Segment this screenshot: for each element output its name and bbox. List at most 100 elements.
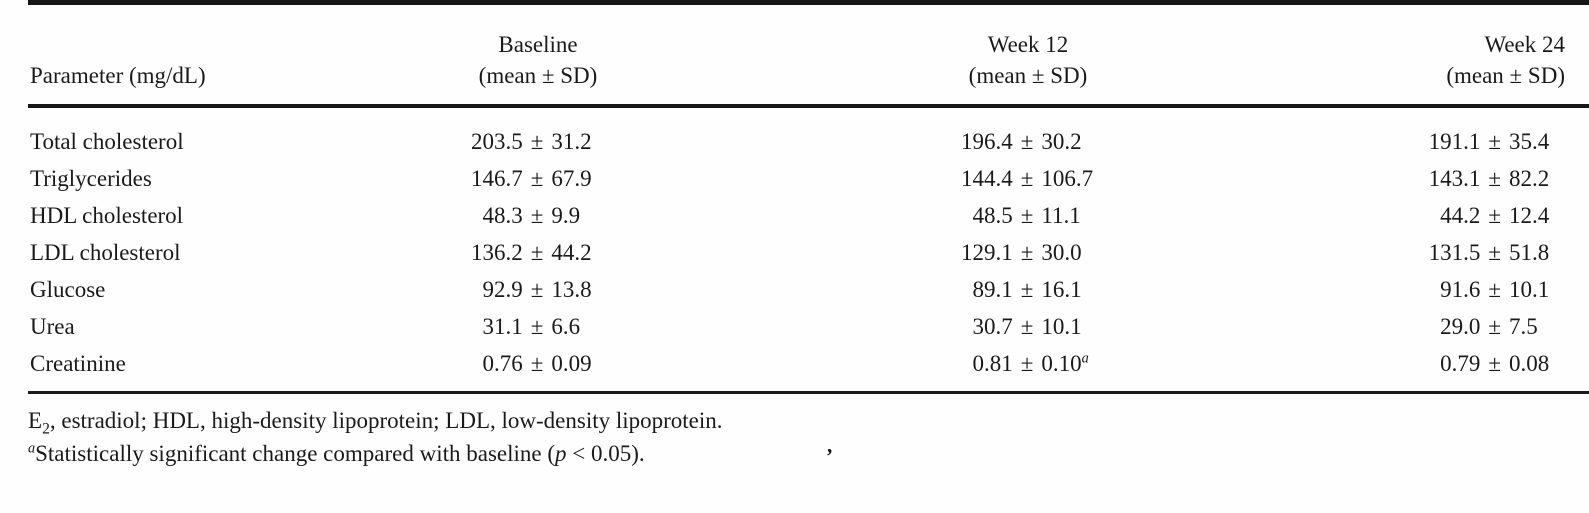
- parameter-name: Triglycerides: [30, 166, 152, 191]
- baseline-value-cell: 48.3 ±9.9: [358, 197, 718, 234]
- week24-value-cell: 191.1 ±35.4: [1338, 106, 1589, 160]
- plus-minus-sign: ±: [530, 277, 544, 302]
- parameter-name: Glucose: [30, 277, 106, 302]
- week12-value-cell: 30.7 ±10.1: [718, 308, 1338, 345]
- week12-value-cell: 89.1 ±16.1: [718, 271, 1338, 308]
- plus-minus-sign: ±: [1488, 351, 1501, 376]
- plus-minus-sign: ±: [1020, 314, 1034, 339]
- baseline-value: 203.5 ±31.2: [461, 123, 616, 160]
- col-header-week12-line1: Week 12: [987, 32, 1069, 57]
- week24-value-cell: 91.6 ±10.1: [1338, 271, 1589, 308]
- col-header-week12-line2: (mean ± SD): [968, 63, 1088, 88]
- week24-mean: 91.6: [1440, 277, 1481, 302]
- col-header-baseline-line2: (mean ± SD): [478, 63, 598, 88]
- week24-value: 44.2 ±12.4: [1418, 197, 1559, 234]
- baseline-sd: 6.6: [551, 314, 581, 339]
- week12-value: 0.81 ±0.10a: [951, 345, 1106, 382]
- week12-sd: 16.1: [1041, 277, 1082, 302]
- plus-minus-sign: ±: [1488, 240, 1501, 265]
- parameter-name: LDL cholesterol: [30, 240, 181, 265]
- plus-minus-sign: ±: [530, 351, 544, 376]
- italic-p: p: [555, 441, 567, 466]
- week24-sd: 12.4: [1509, 203, 1550, 228]
- week12-mean: 30.7: [972, 314, 1013, 339]
- scan-ink-speck: ’: [826, 444, 833, 468]
- header-row: Parameter (mg/dL) Baseline (mean ± SD) W…: [28, 2, 1589, 108]
- plus-minus-sign: ±: [530, 203, 544, 228]
- parameter-name: HDL cholesterol: [30, 203, 184, 228]
- week24-sd: 82.2: [1509, 166, 1550, 191]
- parameter-name: Total cholesterol: [30, 129, 184, 154]
- parameter-name: Creatinine: [30, 351, 126, 376]
- plus-minus-sign: ±: [1488, 277, 1501, 302]
- plus-minus-sign: ±: [530, 129, 544, 154]
- col-header-baseline: Baseline (mean ± SD): [358, 2, 718, 108]
- baseline-mean: 48.3: [482, 203, 523, 228]
- week12-mean: 144.4: [960, 166, 1013, 191]
- baseline-value-cell: 203.5 ±31.2: [358, 106, 718, 160]
- week24-value-cell: 143.1 ±82.2: [1338, 160, 1589, 197]
- week12-mean: 89.1: [972, 277, 1013, 302]
- subscript-2: 2: [42, 420, 50, 438]
- week24-value-cell: 44.2 ±12.4: [1338, 197, 1589, 234]
- week12-sd: 0.10a: [1041, 350, 1089, 376]
- plus-minus-sign: ±: [1488, 166, 1501, 191]
- baseline-mean: 0.76: [482, 351, 523, 376]
- baseline-value: 31.1 ±6.6: [461, 308, 616, 345]
- baseline-sd: 31.2: [551, 129, 592, 154]
- footnote-marker: a: [1081, 350, 1089, 367]
- baseline-value: 136.2 ±44.2: [461, 234, 616, 271]
- plus-minus-sign: ±: [530, 314, 544, 339]
- week24-value: 131.5 ±51.8: [1418, 234, 1559, 271]
- table-row: Total cholesterol 203.5 ±31.2 196.4 ±30.2 …: [28, 106, 1589, 160]
- baseline-mean: 136.2: [470, 240, 523, 265]
- week24-mean: 143.1: [1428, 166, 1481, 191]
- superscript-a: a: [28, 440, 36, 457]
- table-row: Urea 31.1 ±6.6 30.7 ±10.1 29.0 ±7.5: [28, 308, 1589, 345]
- week24-value: 191.1 ±35.4: [1418, 123, 1559, 160]
- col-header-week12: Week 12 (mean ± SD): [718, 2, 1338, 108]
- week12-value: 129.1 ±30.0: [951, 234, 1106, 271]
- week12-sd: 106.7: [1041, 166, 1094, 191]
- table-row: Triglycerides 146.7 ±67.9 144.4 ±106.7 143…: [28, 160, 1589, 197]
- week12-sd: 11.1: [1041, 203, 1081, 228]
- plus-minus-sign: ±: [1488, 203, 1501, 228]
- lab-parameters-table: Parameter (mg/dL) Baseline (mean ± SD) W…: [28, 0, 1589, 394]
- plus-minus-sign: ±: [1020, 277, 1034, 302]
- week12-sd: 10.1: [1041, 314, 1082, 339]
- plus-minus-sign: ±: [1020, 351, 1034, 376]
- table-body: Total cholesterol 203.5 ±31.2 196.4 ±30.2 …: [28, 106, 1589, 393]
- week24-mean: 191.1: [1428, 129, 1481, 154]
- table-footnotes: E2, estradiol; HDL, high-density lipopro…: [28, 404, 1589, 470]
- baseline-mean: 146.7: [470, 166, 523, 191]
- week12-value: 89.1 ±16.1: [951, 271, 1106, 308]
- week12-mean: 48.5: [972, 203, 1013, 228]
- plus-minus-sign: ±: [530, 240, 544, 265]
- baseline-value: 92.9 ±13.8: [461, 271, 616, 308]
- baseline-sd: 0.09: [551, 351, 592, 376]
- abbreviations-footnote: E2, estradiol; HDL, high-density lipopro…: [28, 408, 723, 438]
- week12-value-cell: 48.5 ±11.1: [718, 197, 1338, 234]
- week24-mean: 131.5: [1428, 240, 1481, 265]
- week24-mean: 29.0: [1440, 314, 1481, 339]
- baseline-sd: 9.9: [551, 203, 581, 228]
- col-header-week24-line1: Week 24: [1484, 32, 1565, 57]
- col-header-week24-line2: (mean ± SD): [1446, 63, 1565, 88]
- week24-sd: 10.1: [1509, 277, 1550, 302]
- baseline-sd: 67.9: [551, 166, 592, 191]
- col-header-baseline-line1: Baseline: [498, 32, 578, 57]
- table-header: Parameter (mg/dL) Baseline (mean ± SD) W…: [28, 2, 1589, 108]
- week12-value-cell: 144.4 ±106.7: [718, 160, 1338, 197]
- week24-mean: 0.79: [1440, 351, 1481, 376]
- week12-mean: 129.1: [960, 240, 1013, 265]
- table-row: LDL cholesterol 136.2 ±44.2 129.1 ±30.0 13…: [28, 234, 1589, 271]
- baseline-sd: 13.8: [551, 277, 592, 302]
- week24-value-cell: 131.5 ±51.8: [1338, 234, 1589, 271]
- baseline-value: 146.7 ±67.9: [461, 160, 616, 197]
- week12-sd: 30.2: [1041, 129, 1082, 154]
- plus-minus-sign: ±: [1488, 314, 1501, 339]
- baseline-value-cell: 136.2 ±44.2: [358, 234, 718, 271]
- baseline-mean: 92.9: [482, 277, 523, 302]
- week24-value: 91.6 ±10.1: [1418, 271, 1559, 308]
